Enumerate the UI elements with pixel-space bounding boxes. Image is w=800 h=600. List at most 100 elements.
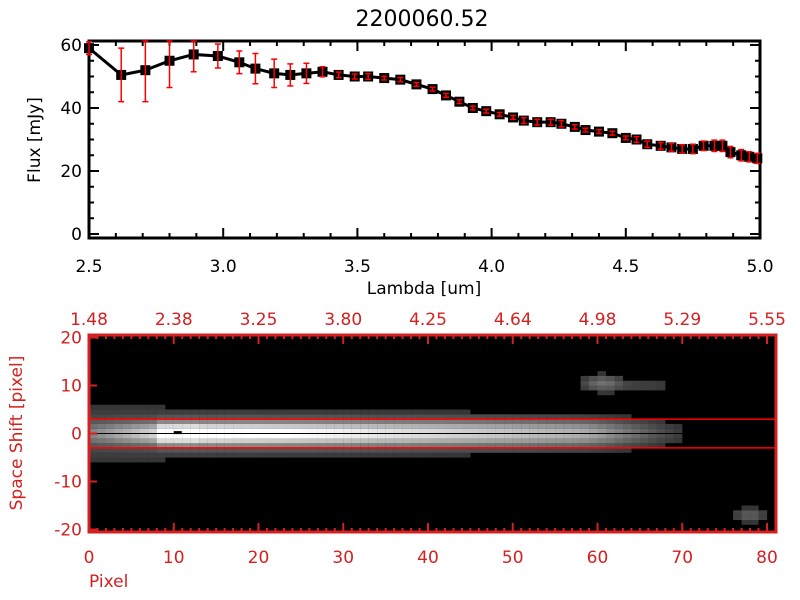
image-pixel: [487, 443, 496, 448]
x-tick-label: 3.5: [344, 257, 371, 277]
x-tick-label: 5.0: [746, 257, 773, 277]
image-pixel: [351, 409, 361, 415]
image-pixel: [122, 443, 132, 448]
image-pixel: [444, 438, 454, 444]
image-pixel: [597, 433, 607, 439]
image-pixel: [377, 419, 386, 424]
image-pixel: [283, 423, 293, 429]
image-pixel: [605, 438, 615, 444]
image-pixel: [394, 447, 403, 453]
image-pixel: [419, 447, 429, 453]
image-pixel: [105, 419, 115, 424]
image-pixel: [165, 414, 174, 420]
image-pixel: [597, 428, 607, 434]
image-pixel: [436, 452, 446, 458]
image-pixel: [89, 423, 98, 429]
image-pixel: [622, 423, 632, 429]
image-pixel: [156, 419, 166, 424]
top-x-tick-label: 4.98: [579, 310, 617, 330]
chart-title: 2200060.52: [356, 7, 489, 32]
image-pixel: [97, 409, 107, 415]
image-pixel: [385, 414, 395, 420]
image-pixel: [343, 438, 352, 444]
image-pixel: [521, 447, 530, 453]
image-pixel: [461, 452, 471, 458]
image-pixel: [614, 438, 624, 444]
image-pixel: [368, 438, 378, 444]
image-pixel: [89, 447, 98, 453]
image-pixel: [360, 423, 369, 429]
image-pixel: [419, 443, 429, 448]
image-pixel: [504, 433, 513, 439]
image-pixel: [300, 423, 310, 429]
image-pixel: [605, 423, 615, 429]
bad-pixel: [173, 431, 182, 435]
image-pixel: [428, 447, 437, 453]
image-pixel: [165, 409, 174, 415]
image-pixel: [199, 443, 208, 448]
image-pixel: [428, 428, 437, 434]
image-pixel: [394, 409, 403, 415]
image-pixel: [292, 452, 301, 458]
image-pixel: [241, 433, 251, 439]
image-pixel: [241, 409, 251, 415]
image-pixel: [131, 409, 140, 415]
image-pixel: [656, 419, 666, 424]
image-pixel: [122, 433, 132, 439]
image-pixel: [105, 414, 115, 420]
image-pixel: [419, 452, 429, 458]
image-pixel: [461, 419, 471, 424]
image-pixel: [656, 428, 666, 434]
image-pixel: [258, 423, 268, 429]
image-pixel: [631, 419, 640, 424]
image-pixel: [250, 443, 259, 448]
y-tick-label: 0: [71, 425, 82, 445]
image-pixel: [741, 510, 751, 516]
image-pixel: [368, 452, 378, 458]
image-pixel: [521, 423, 530, 429]
image-pixel: [139, 433, 149, 439]
image-pixel: [741, 515, 751, 520]
image-pixel: [377, 423, 386, 429]
image-pixel: [224, 447, 234, 453]
image-pixel: [139, 438, 149, 444]
image-pixel: [173, 409, 183, 415]
image-pixel: [317, 452, 327, 458]
image-pixel: [224, 409, 234, 415]
image-pixel: [199, 452, 208, 458]
image-pixel: [89, 438, 98, 444]
image-pixel: [444, 419, 454, 424]
image-pixel: [402, 433, 412, 439]
image-pixel: [292, 409, 301, 415]
image-pixel: [665, 433, 674, 439]
image-pixel: [283, 443, 293, 448]
image-pixel: [114, 443, 124, 448]
image-pixel: [512, 419, 522, 424]
image-pixel: [631, 443, 640, 448]
image-pixel: [173, 438, 183, 444]
image-pixel: [453, 452, 463, 458]
image-pixel: [114, 457, 124, 463]
image-pixel: [182, 414, 191, 420]
image-pixel: [317, 409, 327, 415]
image-pixel: [419, 423, 429, 429]
image-pixel: [572, 438, 581, 444]
image-pixel: [139, 447, 149, 453]
image-pixel: [580, 414, 590, 420]
image-pixel: [250, 447, 259, 453]
image-pixel: [309, 419, 318, 424]
image-pixel: [639, 433, 649, 439]
image-pixel: [182, 433, 191, 439]
image-pixel: [224, 428, 234, 434]
image-pixel: [300, 414, 310, 420]
image-pixel: [300, 447, 310, 453]
image-pixel: [461, 428, 471, 434]
image-pixel: [139, 443, 149, 448]
image-pixel: [453, 443, 463, 448]
image-pixel: [656, 380, 666, 386]
x-tick-label: 60: [587, 548, 609, 568]
image-pixel: [165, 447, 174, 453]
image-pixel: [190, 447, 200, 453]
image-pixel: [597, 443, 607, 448]
image-pixel: [89, 414, 98, 420]
